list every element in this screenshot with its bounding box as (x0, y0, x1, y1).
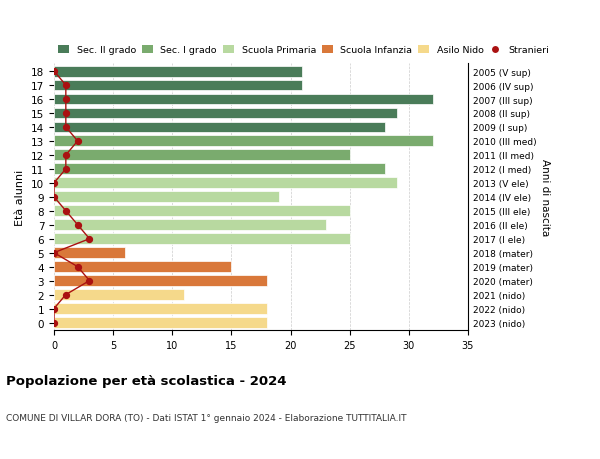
Bar (54, 220, 326, 231)
Point (61, 166, 71, 173)
Bar (54, 192, 279, 203)
Bar (54, 150, 350, 161)
Point (49, 194, 59, 201)
Bar (54, 67, 302, 78)
Y-axis label: Età alunni: Età alunni (16, 169, 25, 225)
Bar (54, 262, 232, 273)
Point (61, 110, 71, 118)
Point (61, 96, 71, 103)
Point (49, 180, 59, 187)
Point (49, 319, 59, 326)
Bar (54, 248, 125, 258)
Point (49, 68, 59, 76)
Point (49, 249, 59, 257)
Point (85, 277, 94, 285)
Point (61, 124, 71, 131)
Legend: Sec. II grado, Sec. I grado, Scuola Primaria, Scuola Infanzia, Asilo Nido, Stran: Sec. II grado, Sec. I grado, Scuola Prim… (54, 42, 553, 59)
Bar (54, 80, 302, 91)
Point (73, 138, 82, 146)
Point (61, 82, 71, 90)
Point (61, 291, 71, 299)
Point (73, 222, 82, 229)
Bar (54, 178, 397, 189)
Bar (54, 275, 267, 286)
Text: COMUNE DI VILLAR DORA (TO) - Dati ISTAT 1° gennaio 2024 - Elaborazione TUTTITALI: COMUNE DI VILLAR DORA (TO) - Dati ISTAT … (6, 413, 407, 422)
Point (85, 235, 94, 243)
Point (61, 207, 71, 215)
Bar (54, 290, 184, 300)
Bar (54, 122, 385, 133)
Bar (54, 95, 433, 105)
Bar (54, 108, 397, 119)
Bar (54, 317, 267, 328)
Text: Popolazione per età scolastica - 2024: Popolazione per età scolastica - 2024 (6, 374, 287, 387)
Point (73, 263, 82, 271)
Bar (54, 164, 385, 175)
Bar (54, 234, 350, 245)
Bar (54, 206, 350, 217)
Point (49, 305, 59, 313)
Point (61, 152, 71, 159)
Y-axis label: Anni di nascita: Anni di nascita (541, 159, 550, 236)
Bar (54, 303, 267, 314)
Bar (54, 136, 433, 147)
